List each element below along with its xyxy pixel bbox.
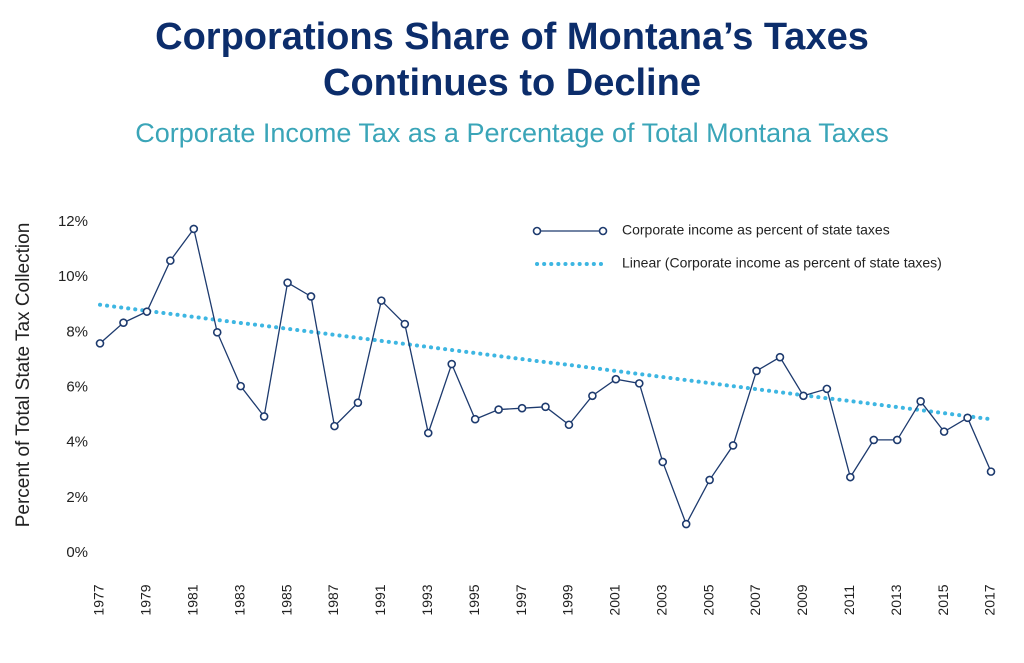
legend-label: Corporate income as percent of state tax… [622,222,890,238]
data-point [541,402,550,412]
y-tick-label: 12% [58,213,88,230]
data-line [99,227,992,526]
data-point [400,319,410,329]
x-tick-label: 1993 [419,584,435,615]
data-point [892,435,902,445]
y-tick-label: 10% [58,268,88,285]
data-point [869,435,879,445]
y-tick-label: 8% [66,323,88,340]
data-point [939,427,949,436]
data-point [564,420,574,430]
data-point [470,414,480,424]
data-point [142,307,152,316]
x-tick-label: 2007 [747,584,763,615]
y-tick-label: 0% [66,544,88,561]
data-point [916,396,925,406]
data-point [494,405,503,414]
data-point [705,475,714,485]
data-point [728,441,738,450]
x-tick-label: 1983 [231,584,247,615]
data-point [963,413,972,423]
chart-title: Corporations Share of Montana’s Taxes Co… [155,16,869,104]
legend-marker [532,226,542,236]
data-point [658,457,668,467]
legend-label: Linear (Corporate income as percent of s… [622,255,942,271]
data-point [634,379,644,388]
x-tick-label: 1997 [513,584,529,615]
x-tick-label: 2001 [607,584,623,615]
data-point [330,421,339,431]
y-axis-label: Percent of Total State Tax Collection [13,223,34,528]
data-point [986,467,996,476]
data-point [306,292,316,301]
x-tick-label: 1995 [466,584,482,615]
x-tick-label: 2005 [700,584,716,615]
data-point [799,391,808,401]
x-tick-label: 2013 [888,584,904,615]
x-tick-label: 1981 [184,584,200,615]
x-tick-label: 1987 [325,584,341,615]
trend-line [98,302,993,422]
data-point [611,374,621,384]
data-point [423,428,433,438]
x-tick-label: 1991 [372,584,388,615]
data-point [212,328,222,337]
x-tick-label: 1999 [560,584,576,615]
data-point [822,384,832,394]
data-point [95,339,105,348]
data-point [752,366,761,376]
data-point [189,224,199,234]
data-point [681,519,691,529]
chart-subtitle: Corporate Income Tax as a Percentage of … [135,118,889,148]
x-tick-label: 1979 [138,584,154,615]
data-point [119,318,128,327]
data-point [236,381,245,391]
data-point [517,403,527,413]
data-point [447,359,457,369]
x-tick-label: 2017 [982,584,998,615]
data-point [166,256,175,265]
x-tick-label: 2011 [841,585,857,615]
x-tick-label: 2015 [935,584,951,615]
data-point [283,278,292,287]
y-tick-label: 6% [66,378,88,395]
x-tick-label: 2003 [653,584,669,615]
y-tick-label: 4% [66,434,88,451]
x-tick-label: 1977 [91,584,107,615]
data-point [353,398,363,407]
data-point [259,412,269,421]
data-point [588,391,597,401]
data-point [775,352,785,362]
x-tick-label: 1985 [278,584,294,615]
x-tick-label: 2009 [794,584,810,615]
legend-marker [598,226,608,236]
y-tick-label: 2% [66,489,88,506]
data-point [846,472,855,482]
data-point [377,296,386,305]
